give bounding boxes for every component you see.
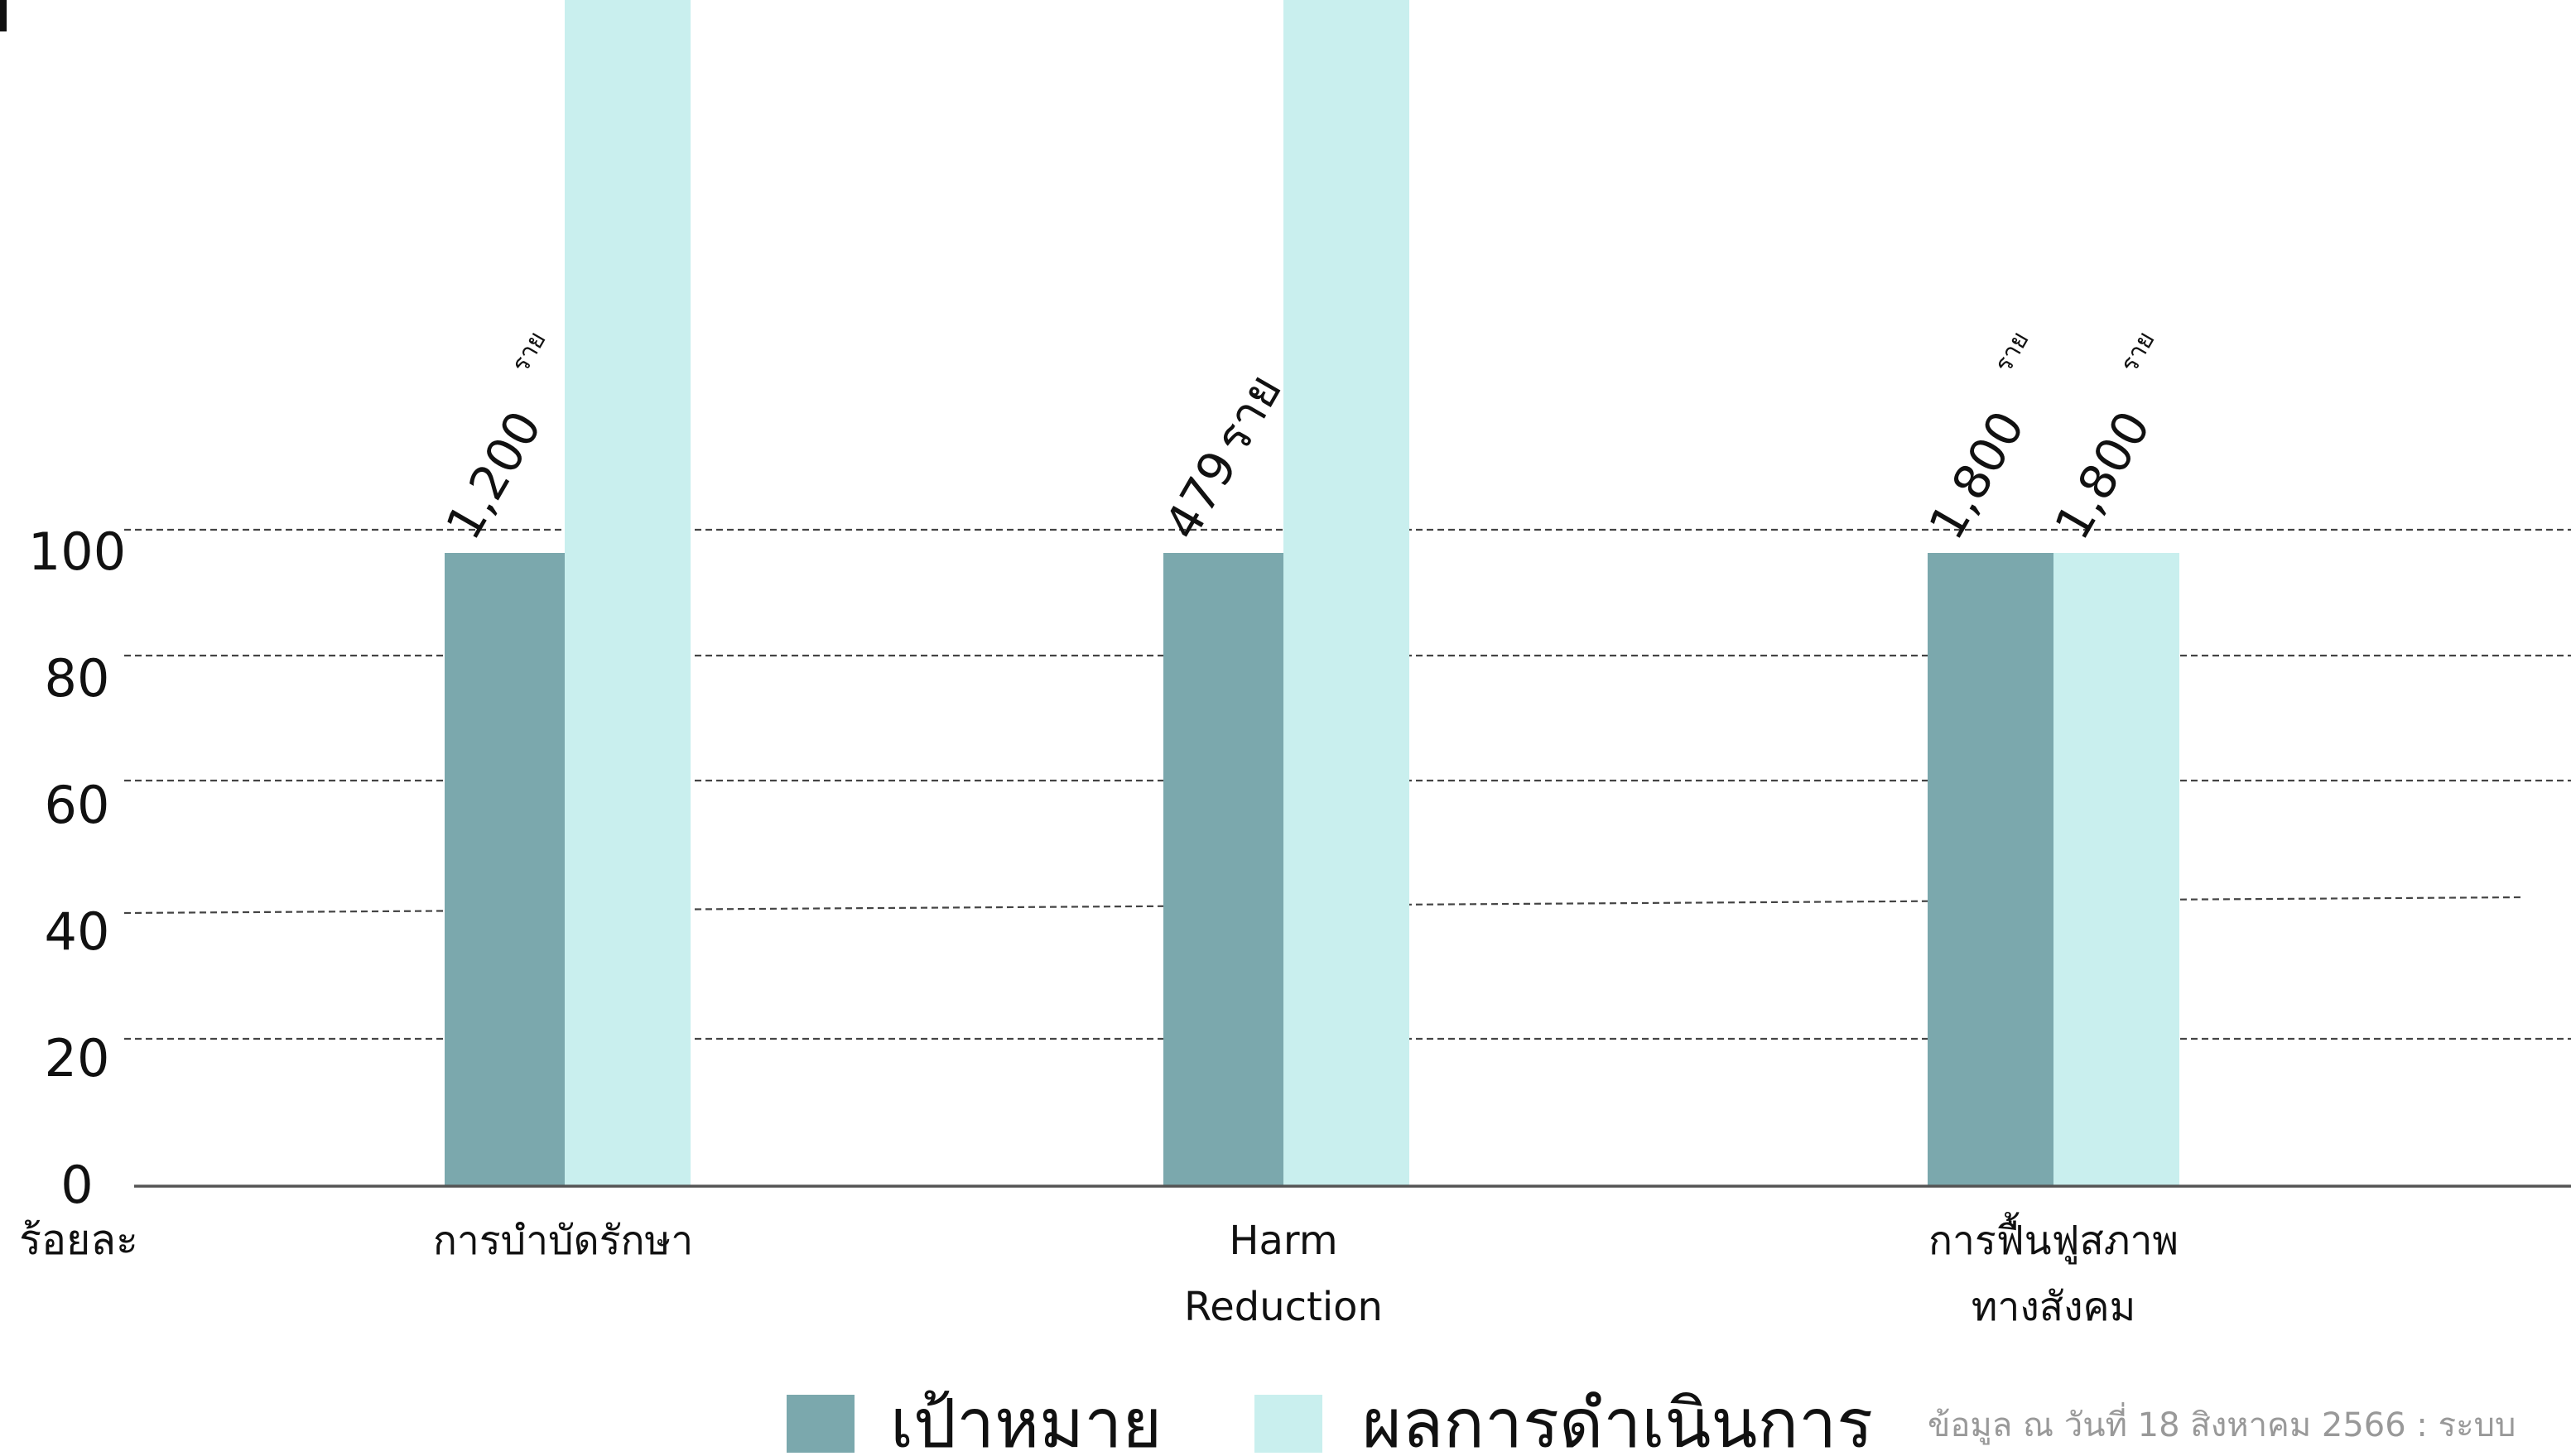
legend-swatch (1254, 1395, 1322, 1456)
bar-value-number: 1,800 (1918, 401, 2035, 549)
legend-label: เป้าหมาย (890, 1385, 1162, 1453)
bar-value-label: 1,800 ราย (2044, 327, 2161, 549)
x-category-label: ทางสังคม (1972, 1284, 2136, 1330)
y-tick-label: 0 (60, 1155, 93, 1215)
bar-value-unit: ราย (1989, 327, 2035, 377)
x-category-label: การบำบัดรักษา (433, 1218, 693, 1264)
bar-value-unit: ราย (506, 327, 552, 377)
bar (1283, 0, 1409, 1187)
y-tick-label: 80 (45, 648, 110, 709)
bar-value-unit: ราย (2115, 327, 2161, 377)
y-tick-label: 100 (28, 521, 126, 582)
bar (2053, 553, 2179, 1186)
bar-value-unit: ราย (1203, 364, 1293, 463)
source-note: ข้อมูล ณ วันที่ 18 สิงหาคม 2566 : ระบบ (1928, 1402, 2516, 1444)
y-tick-label: 40 (45, 901, 110, 962)
bar (1928, 553, 2053, 1186)
corner-mark (0, 0, 7, 31)
bar-value-number: 1,800 (2044, 401, 2161, 549)
bar-value-number: 479 (1153, 441, 1248, 549)
y-axis-unit-label: ร้อยละ (19, 1216, 138, 1264)
y-tick-label: 20 (45, 1028, 110, 1088)
bar (565, 0, 691, 1186)
bar-value-number: 1,200 (435, 401, 552, 549)
bar (1163, 553, 1283, 1186)
bar (445, 553, 565, 1186)
x-category-label: การฟื้นฟูสภาพ (1928, 1212, 2179, 1265)
y-tick-label: 60 (45, 775, 110, 835)
x-category-label: Harm (1229, 1218, 1337, 1264)
x-category-label: Reduction (1184, 1284, 1383, 1330)
legend-swatch (787, 1395, 855, 1456)
legend-label: ผลการดำเนินการ (1362, 1385, 1873, 1453)
